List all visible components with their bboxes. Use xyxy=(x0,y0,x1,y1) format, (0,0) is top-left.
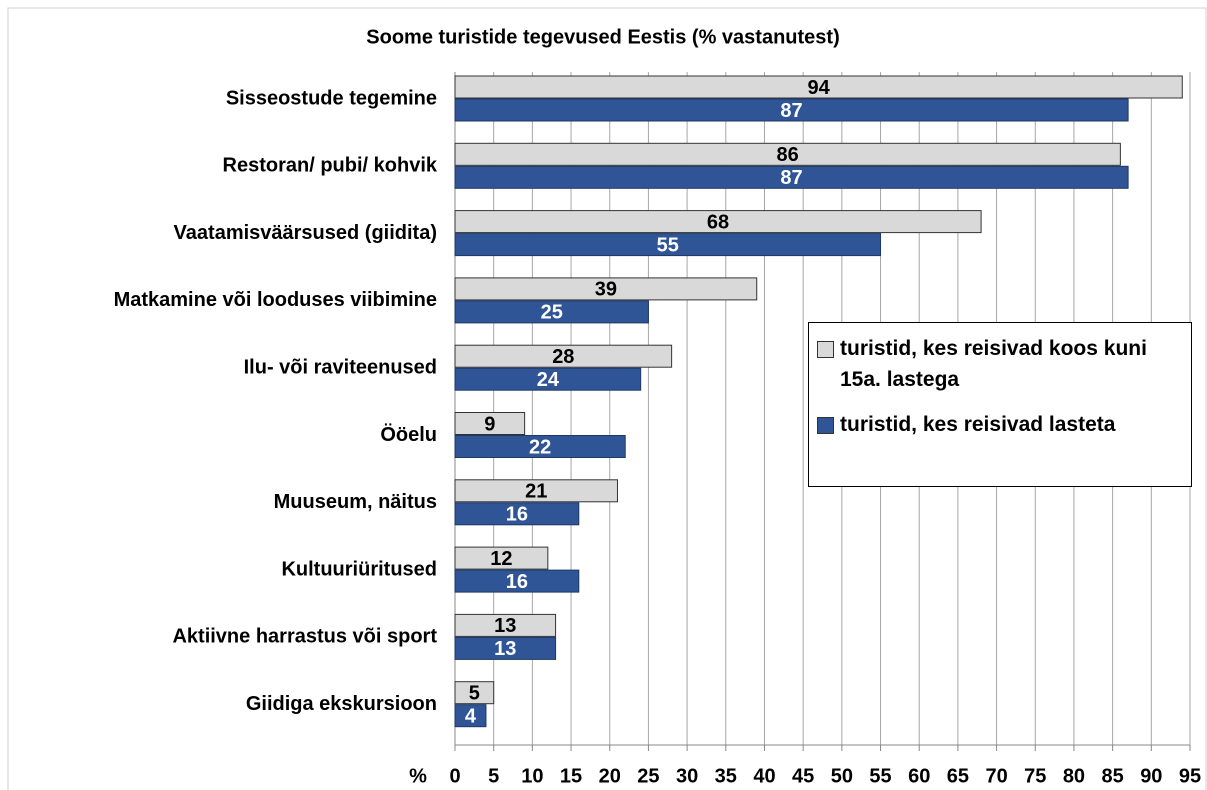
data-label: 13 xyxy=(494,615,516,637)
bar xyxy=(454,613,557,637)
x-tick-label: 35 xyxy=(715,765,737,787)
data-label: 68 xyxy=(707,211,729,233)
x-tick-label: 80 xyxy=(1063,765,1085,787)
x-tick-label: 30 xyxy=(676,765,698,787)
bar xyxy=(454,165,1129,189)
bar xyxy=(454,502,580,526)
y-tick-label: Ilu- või raviteenused xyxy=(244,356,437,378)
y-tick-label: Ööelu xyxy=(380,423,437,446)
x-tick-label: 5 xyxy=(488,765,499,787)
x-axis-label: % xyxy=(409,765,427,787)
bar xyxy=(454,681,495,705)
bar xyxy=(454,479,618,503)
legend-swatch xyxy=(817,417,834,434)
x-tick-label: 10 xyxy=(521,765,543,787)
y-tick-label: Giidiga ekskursioon xyxy=(246,693,437,715)
data-label: 22 xyxy=(529,436,551,458)
y-tick-label: Vaatamisväärsused (giidita) xyxy=(174,222,437,244)
y-tick-label: Restoran/ pubi/ kohvik xyxy=(223,155,438,177)
data-label: 5 xyxy=(469,682,480,704)
data-label: 13 xyxy=(494,638,516,660)
bar xyxy=(454,569,580,593)
data-label: 24 xyxy=(537,369,560,391)
x-tick-label: 20 xyxy=(599,765,621,787)
x-tick-label: 85 xyxy=(1102,765,1124,787)
bar xyxy=(454,435,626,458)
data-label: 4 xyxy=(465,705,477,727)
bar xyxy=(454,233,882,257)
data-label: 94 xyxy=(808,77,831,99)
y-tick-label: Matkamine või looduses viibimine xyxy=(114,289,437,311)
data-label: 21 xyxy=(525,481,547,503)
legend-label: turistid, kes reisivad lasteta xyxy=(840,413,1116,436)
x-tick-label: 55 xyxy=(869,765,891,787)
data-label: 86 xyxy=(777,144,799,166)
legend-label: turistid, kes reisivad koos kuni 15a. la… xyxy=(840,337,1147,391)
x-tick-label: 15 xyxy=(560,765,582,787)
y-tick-label: Muuseum, näitus xyxy=(274,491,437,513)
x-tick-label: 50 xyxy=(831,765,853,787)
bar xyxy=(454,210,982,234)
y-tick-label: Sisseostude tegemine xyxy=(226,87,437,109)
data-label: 87 xyxy=(780,100,802,122)
data-label: 87 xyxy=(780,167,802,189)
legend-swatch xyxy=(817,341,834,358)
bar xyxy=(454,636,557,660)
bar xyxy=(454,704,487,728)
chart-title: Soome turistide tegevused Eestis (% vast… xyxy=(366,26,839,48)
x-tick-label: 70 xyxy=(985,765,1007,787)
data-label: 55 xyxy=(657,234,679,256)
y-tick-label: Kultuuriüritused xyxy=(281,558,437,580)
x-tick-label: 25 xyxy=(637,765,659,787)
bar xyxy=(454,367,642,391)
bar xyxy=(454,142,1121,166)
y-tick-label: Aktiivne harrastus või sport xyxy=(172,626,437,648)
x-tick-label: 40 xyxy=(753,765,775,787)
x-tick-label: 90 xyxy=(1140,765,1162,787)
x-tick-label: 45 xyxy=(792,765,814,787)
x-tick-label: 65 xyxy=(947,765,969,787)
chart-border xyxy=(7,7,1207,790)
legend-entry: turistid, kes reisivad lasteta xyxy=(817,409,1183,440)
x-tick-label: 0 xyxy=(449,765,460,787)
data-label: 16 xyxy=(506,571,528,593)
x-tick-label: 75 xyxy=(1024,765,1046,787)
legend: turistid, kes reisivad koos kuni 15a. la… xyxy=(808,322,1192,487)
x-tick-label: 60 xyxy=(908,765,930,787)
bar xyxy=(454,300,649,324)
data-label: 16 xyxy=(506,504,528,526)
bar xyxy=(454,412,526,435)
bar xyxy=(454,98,1129,122)
data-label: 28 xyxy=(552,346,574,368)
data-label: 12 xyxy=(490,548,512,570)
bar xyxy=(454,277,758,301)
bar xyxy=(454,546,549,570)
data-label: 9 xyxy=(484,413,495,435)
bar xyxy=(454,75,1183,99)
data-label: 25 xyxy=(541,302,563,324)
legend-entry: turistid, kes reisivad koos kuni 15a. la… xyxy=(817,333,1183,395)
data-label: 39 xyxy=(595,279,617,301)
x-tick-label: 95 xyxy=(1179,765,1201,787)
bar xyxy=(454,344,673,368)
